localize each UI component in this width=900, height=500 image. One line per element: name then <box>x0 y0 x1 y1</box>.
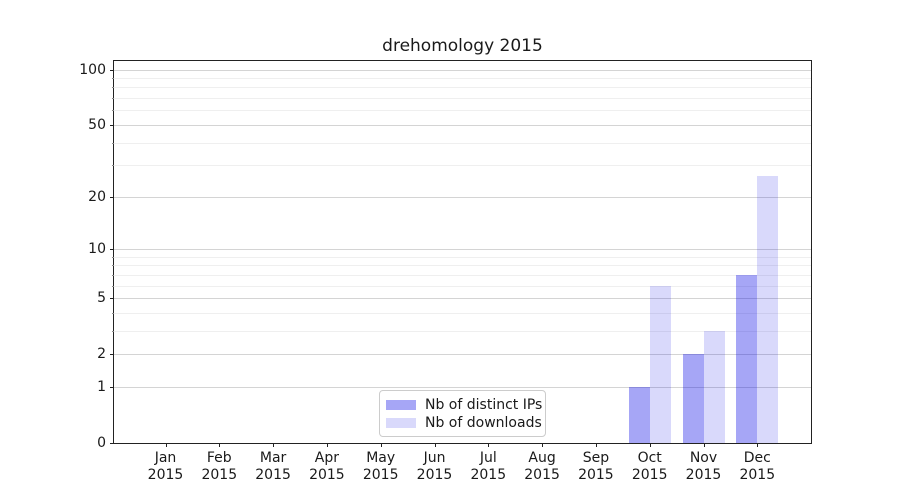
x-tick-label: Oct 2015 <box>631 450 668 483</box>
gridline-major <box>114 354 811 356</box>
y-minor-tick-mark <box>111 87 114 89</box>
x-tick-label: Nov 2015 <box>685 450 722 483</box>
gridline-major <box>114 298 811 299</box>
gridline-minor <box>114 142 811 144</box>
y-minor-tick-mark <box>111 274 114 276</box>
x-tick-label: May 2015 <box>362 450 399 483</box>
gridline-minor <box>114 165 811 167</box>
y-minor-tick-mark <box>111 110 114 112</box>
legend-label-distinct-ips: Nb of distinct IPs <box>425 397 543 413</box>
x-tick-label: Feb 2015 <box>201 450 238 483</box>
y-tick-label: 1 <box>97 378 106 395</box>
gridline-minor <box>114 98 811 100</box>
y-minor-tick-mark <box>111 265 114 267</box>
bar-distinct-ips <box>682 354 704 443</box>
gridline-major <box>114 69 811 71</box>
y-tick-mark <box>109 298 114 299</box>
x-tick-mark <box>219 443 221 447</box>
y-tick-mark <box>109 196 114 198</box>
x-tick-mark <box>434 443 436 447</box>
gridline-minor <box>114 78 811 79</box>
y-minor-tick-mark <box>111 98 114 100</box>
bar-distinct-ips <box>736 274 758 443</box>
gridline-minor <box>114 285 811 287</box>
bar-downloads <box>649 285 671 443</box>
legend-label-downloads: Nb of downloads <box>425 415 542 431</box>
x-tick-mark <box>542 443 544 447</box>
plot-area <box>113 60 812 444</box>
gridline-minor <box>114 265 811 267</box>
x-tick-mark <box>703 443 705 447</box>
legend-item-distinct-ips: Nb of distinct IPs <box>386 396 542 414</box>
x-tick-label: Jun 2015 <box>416 450 453 483</box>
y-tick-mark <box>109 69 114 71</box>
chart-title: drehomology 2015 <box>382 36 543 56</box>
legend-swatch-distinct-ips <box>386 400 416 410</box>
y-tick-label: 50 <box>88 116 106 133</box>
x-tick-mark <box>326 443 328 447</box>
x-tick-label: Apr 2015 <box>309 450 345 483</box>
bar-downloads <box>757 176 779 443</box>
y-tick-mark <box>109 386 114 388</box>
y-minor-tick-mark <box>111 285 114 287</box>
legend-swatch-downloads <box>386 418 416 428</box>
legend: Nb of distinct IPs Nb of downloads <box>379 390 546 437</box>
gridline-major <box>114 124 811 126</box>
y-tick-mark <box>109 443 114 444</box>
gridline-minor <box>114 312 811 314</box>
x-tick-label: Sep 2015 <box>578 450 614 483</box>
y-minor-tick-mark <box>111 256 114 258</box>
y-tick-label: 5 <box>97 290 106 306</box>
y-minor-tick-mark <box>111 165 114 167</box>
gridline-major <box>114 249 811 250</box>
y-tick-label: 0 <box>97 435 106 451</box>
gridline-minor <box>114 256 811 258</box>
y-tick-mark <box>109 124 114 126</box>
gridline-minor <box>114 110 811 112</box>
x-tick-mark <box>488 443 490 447</box>
x-tick-mark <box>649 443 651 447</box>
x-tick-label: Aug 2015 <box>524 450 560 483</box>
y-tick-label: 100 <box>79 61 106 78</box>
x-tick-label: Jul 2015 <box>470 450 507 483</box>
y-tick-label: 2 <box>97 346 106 363</box>
gridline-major <box>114 196 811 198</box>
gridline-minor <box>114 274 811 276</box>
legend-item-downloads: Nb of downloads <box>386 414 542 432</box>
x-tick-label: Mar 2015 <box>255 450 291 483</box>
y-minor-tick-mark <box>111 142 114 144</box>
y-minor-tick-mark <box>111 330 114 332</box>
y-minor-tick-mark <box>111 78 114 79</box>
bar-downloads <box>703 330 725 443</box>
x-tick-mark <box>165 443 167 447</box>
x-tick-mark <box>380 443 382 447</box>
x-tick-label: Jan 2015 <box>147 450 184 483</box>
bar-distinct-ips <box>628 386 650 443</box>
y-tick-label: 20 <box>88 188 106 205</box>
gridline-minor <box>114 87 811 89</box>
y-tick-mark <box>109 354 114 356</box>
y-minor-tick-mark <box>111 312 114 314</box>
x-tick-mark <box>757 443 759 447</box>
x-tick-label: Dec 2015 <box>739 450 776 483</box>
x-tick-mark <box>595 443 597 447</box>
x-tick-mark <box>273 443 275 447</box>
y-tick-label: 10 <box>88 241 106 257</box>
gridline-major <box>114 386 811 388</box>
y-tick-mark <box>109 249 114 250</box>
gridline-minor <box>114 330 811 332</box>
